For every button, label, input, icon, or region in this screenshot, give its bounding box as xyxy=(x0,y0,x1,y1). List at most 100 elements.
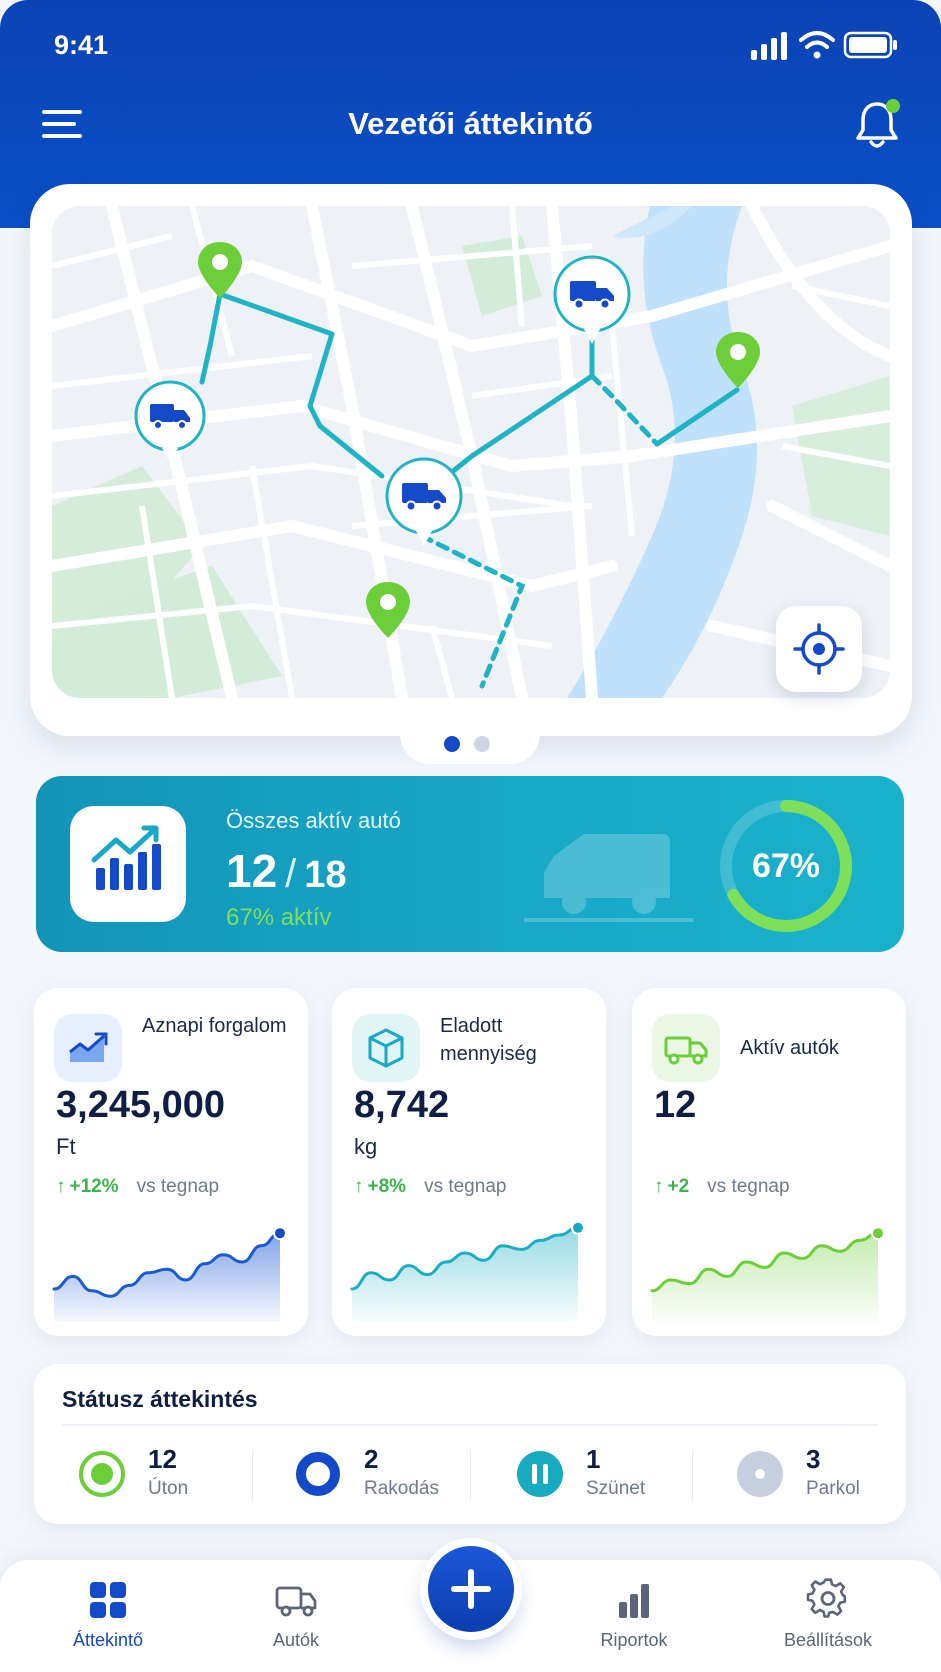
stat-icon-tile xyxy=(54,1014,122,1082)
locate-me-button[interactable] xyxy=(776,606,862,692)
nav-item-overview[interactable]: Áttekintő xyxy=(28,1578,188,1662)
nav-item-cars[interactable]: Autók xyxy=(216,1578,376,1662)
destination-pin-icon xyxy=(716,332,760,388)
stat-icon-tile xyxy=(652,1014,720,1082)
stat-delta-value: +12% xyxy=(69,1176,119,1197)
divider xyxy=(470,1450,471,1500)
signal-icon xyxy=(751,32,787,60)
quantity-sparkline xyxy=(350,1220,585,1322)
box-icon xyxy=(368,1028,404,1068)
stat-card-revenue[interactable]: Aznapi forgalom 3,245,000 Ft ↑ +12% vs teg… xyxy=(34,988,308,1336)
stat-delta: ↑ +8% vs tegnap xyxy=(354,1176,506,1198)
stat-delta-value: +8% xyxy=(367,1176,407,1197)
sparkline-line xyxy=(350,1226,580,1291)
status-icons xyxy=(751,31,897,60)
map-canvas xyxy=(52,206,890,698)
stat-delta-compare: vs tegnap xyxy=(424,1176,507,1197)
wifi-icon xyxy=(799,31,835,49)
stat-icon-tile xyxy=(352,1014,420,1082)
sparkline-line xyxy=(52,1231,282,1298)
fleet-map[interactable] xyxy=(52,206,890,698)
truck-icon xyxy=(275,1586,317,1617)
pager-dot-1[interactable] xyxy=(444,736,460,752)
status-item-break[interactable]: 1 Szünet xyxy=(516,1444,716,1508)
sparkline-area xyxy=(352,1227,578,1322)
status-overview-panel: Státusz áttekintés 12 Úton 2 Rakodás 1 S… xyxy=(34,1364,906,1524)
status-count: 12 xyxy=(148,1444,177,1474)
truck-marker-icon xyxy=(553,255,631,344)
active-percent-value: 67% xyxy=(751,847,821,885)
truck-icon xyxy=(664,1036,708,1065)
map-pager xyxy=(444,734,504,754)
arrow-up-icon: ↑ xyxy=(654,1176,664,1197)
stat-label: Aktív autók xyxy=(740,1037,839,1059)
van-watermark-icon xyxy=(524,834,694,922)
plus-icon xyxy=(451,1569,491,1609)
stat-unit: kg xyxy=(354,1134,378,1159)
arrow-up-icon: ↑ xyxy=(354,1176,364,1197)
sparkline-endpoint xyxy=(571,1220,585,1235)
status-count: 2 xyxy=(364,1444,379,1474)
status-count: 1 xyxy=(586,1444,601,1474)
add-button[interactable] xyxy=(428,1546,514,1632)
stat-delta-compare: vs tegnap xyxy=(136,1176,220,1197)
nav-label: Beállítások xyxy=(783,1630,873,1650)
status-label: Úton xyxy=(148,1478,189,1499)
active-percent-subtitle: 67% aktív xyxy=(226,904,332,931)
active-cars-count: 12/18 xyxy=(226,844,347,898)
stat-value: 8,742 xyxy=(354,1084,450,1126)
bar-chart-icon xyxy=(619,1584,649,1618)
stat-label: Aznapi forgalom xyxy=(142,1015,287,1037)
divider xyxy=(692,1450,693,1500)
nav-item-reports[interactable]: Riportok xyxy=(554,1578,714,1662)
active-cars-sparkline xyxy=(650,1226,885,1322)
stat-unit: Ft xyxy=(56,1134,76,1159)
pause-status-icon xyxy=(517,1451,563,1497)
status-item-parked[interactable]: 3 Parkol xyxy=(736,1444,936,1508)
status-label: Parkol xyxy=(806,1478,860,1499)
page-title: Vezetői áttekintő xyxy=(348,106,593,141)
map-card xyxy=(30,184,912,736)
stat-delta-compare: vs tegnap xyxy=(707,1176,790,1197)
bell-icon xyxy=(856,99,900,148)
stat-delta: ↑ +12% vs tegnap xyxy=(56,1176,219,1198)
sparkline-area xyxy=(652,1233,878,1322)
divider xyxy=(62,1424,878,1426)
status-bar: 9:41 xyxy=(54,26,901,66)
stat-value: 12 xyxy=(654,1084,697,1126)
stat-delta: ↑ +2 vs tegnap xyxy=(654,1176,790,1198)
area-chart-icon xyxy=(69,1032,108,1062)
stat-label: Eladott mennyiség xyxy=(440,1015,537,1065)
nav-item-settings[interactable]: Beállítások xyxy=(748,1578,908,1662)
sparkline-endpoint xyxy=(871,1226,885,1241)
status-item-loading[interactable]: 2 Rakodás xyxy=(294,1444,494,1508)
parked-status-icon xyxy=(737,1451,783,1497)
stat-card-sold-quantity[interactable]: Eladott mennyiség 8,742 kg ↑ +8% vs tegnap xyxy=(332,988,606,1336)
pager-dot-2[interactable] xyxy=(474,736,490,752)
map-pager-notch xyxy=(400,728,540,764)
revenue-sparkline xyxy=(52,1226,287,1322)
stat-card-active-cars[interactable]: Aktív autók 12 ↑ +2 vs tegnap xyxy=(632,988,906,1336)
destination-pin-icon xyxy=(366,582,410,638)
growth-chart-icon xyxy=(91,825,161,890)
status-label: Szünet xyxy=(586,1478,646,1499)
menu-button[interactable] xyxy=(42,104,86,144)
active-cars-label: Összes aktív autó xyxy=(226,808,401,833)
nav-label: Riportok xyxy=(600,1630,668,1650)
status-item-on-road[interactable]: 12 Úton xyxy=(78,1444,278,1508)
active-count: 12 xyxy=(226,845,278,897)
nav-label: Áttekintő xyxy=(72,1630,144,1650)
crosshair-icon xyxy=(793,623,845,675)
battery-icon xyxy=(843,31,897,59)
count-separator: / xyxy=(285,852,297,896)
sparkline-endpoint xyxy=(273,1226,287,1241)
truck-marker-icon xyxy=(385,457,463,546)
hamburger-icon xyxy=(42,110,82,138)
destination-pin-icon xyxy=(198,242,242,298)
divider xyxy=(252,1450,253,1500)
banner-icon-tile xyxy=(70,806,186,922)
active-cars-banner[interactable]: Összes aktív autó 12/18 67% aktív 67% xyxy=(36,776,904,952)
gear-icon xyxy=(806,1578,847,1618)
loading-status-icon xyxy=(296,1452,340,1496)
notifications-button[interactable] xyxy=(853,96,903,152)
